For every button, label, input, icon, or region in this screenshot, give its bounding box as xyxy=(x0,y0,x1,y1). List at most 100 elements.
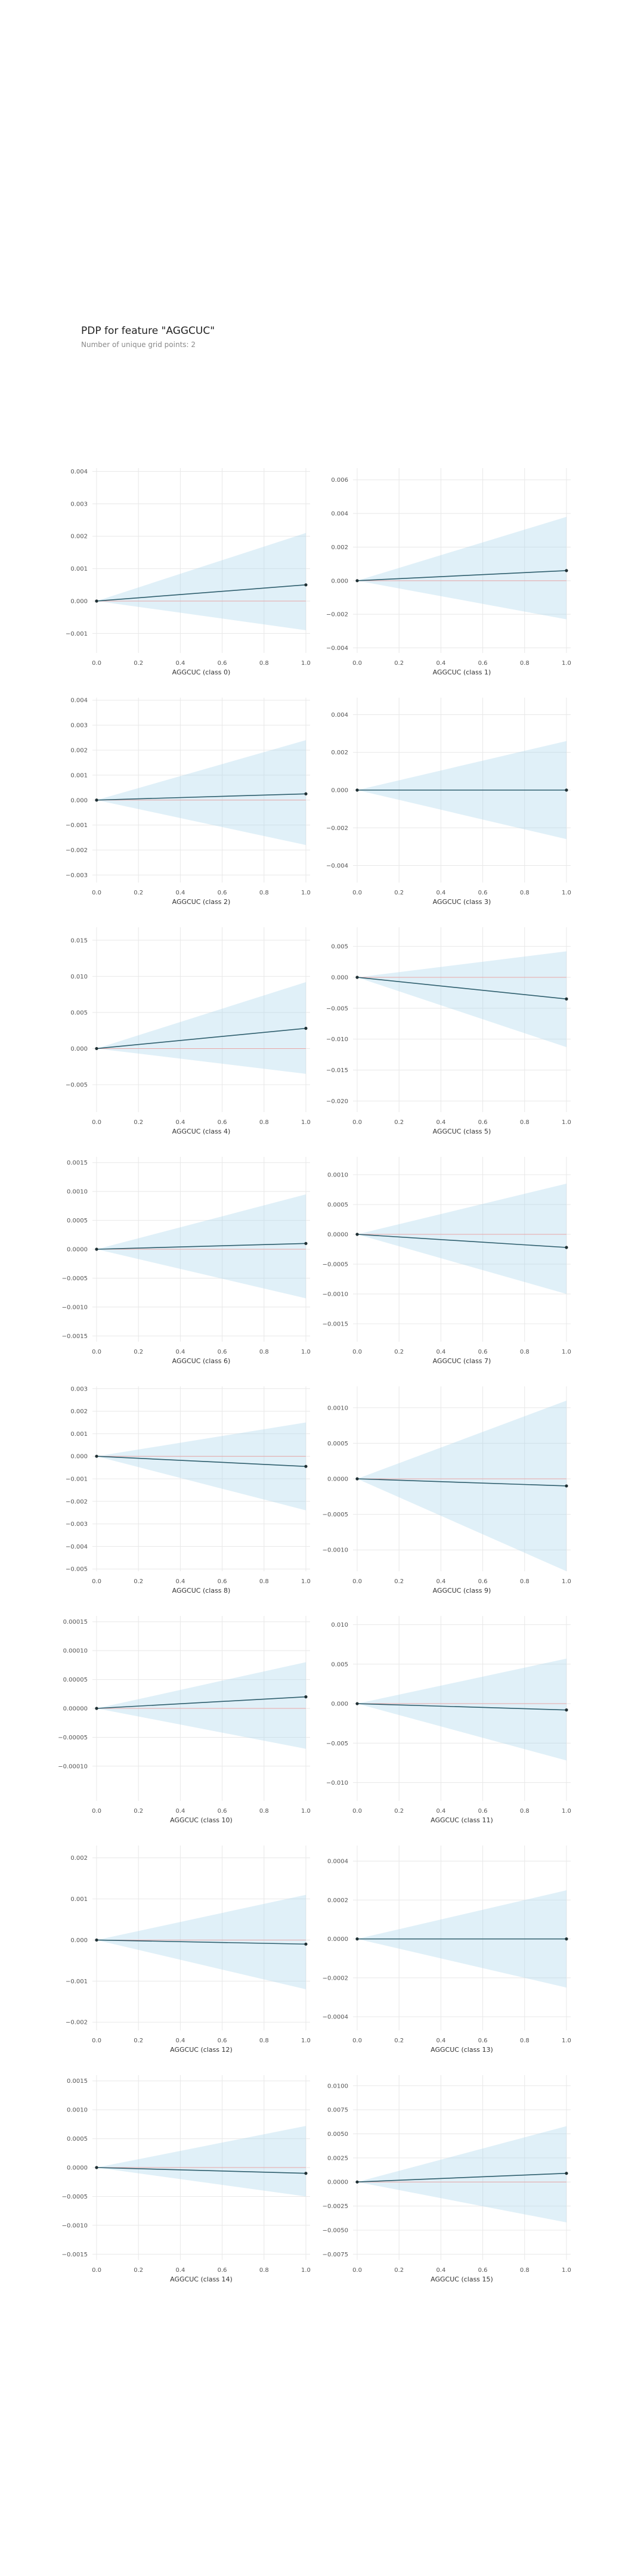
y-tick-label: 0.004 xyxy=(70,469,88,475)
confidence-band xyxy=(357,516,566,620)
y-tick-label: 0.002 xyxy=(70,1408,88,1415)
pdp-line xyxy=(357,1478,567,1487)
y-tick-label: −0.005 xyxy=(326,1741,348,1747)
y-tick-label: 0.0000 xyxy=(67,1247,88,1253)
x-tick-label: 0.0 xyxy=(352,890,362,896)
x-axis-label: AGGCUC (class 4) xyxy=(172,1128,231,1135)
pdp-point xyxy=(304,792,308,795)
x-tick-label: 0.2 xyxy=(134,660,143,667)
x-tick-label: 0.0 xyxy=(92,1808,101,1815)
y-tick-label: −0.0010 xyxy=(323,1547,348,1554)
y-tick-label: 0.000 xyxy=(70,1454,88,1460)
y-tick-label: −0.0015 xyxy=(62,2252,88,2258)
y-tick-label: −0.020 xyxy=(326,1098,348,1105)
y-tick-label: −0.001 xyxy=(66,1979,88,1985)
x-tick-label: 0.6 xyxy=(218,890,227,896)
y-tick-label: −0.002 xyxy=(326,612,348,618)
pdp-line xyxy=(96,1027,306,1049)
x-tick-label: 0.2 xyxy=(134,1808,143,1815)
x-tick-label: 0.2 xyxy=(134,1578,143,1585)
x-tick-label: 0.4 xyxy=(436,2267,445,2274)
x-tick-label: 0.6 xyxy=(218,1349,227,1355)
pdp-point xyxy=(565,2172,568,2175)
y-tick-label: 0.000 xyxy=(70,1046,88,1052)
x-tick-label: 0.8 xyxy=(520,2038,530,2044)
grid xyxy=(92,927,310,1112)
x-axis-label: AGGCUC (class 9) xyxy=(433,1587,491,1594)
y-tick-label: 0.0005 xyxy=(67,2136,88,2142)
pdp-chart-9: 0.0010 0.0005 0.0000 −0.0005 −0.0010 0.0 0.2 0.… xyxy=(323,1386,571,1594)
pdp-point xyxy=(565,788,568,792)
x-tick-label: 0.8 xyxy=(520,2267,530,2274)
y-tick-label: 0.00000 xyxy=(63,1706,88,1713)
x-tick-label: 0.2 xyxy=(394,890,404,896)
y-tick-label: 0.005 xyxy=(331,1661,348,1668)
pdp-line xyxy=(97,1939,306,1945)
pdp-line xyxy=(357,1234,567,1248)
x-tick-label: 0.4 xyxy=(175,2267,185,2274)
x-tick-label: 0.4 xyxy=(175,1119,185,1126)
x-tick-label: 0.6 xyxy=(478,2267,488,2274)
x-tick-label: 0.6 xyxy=(218,2267,227,2274)
y-tick-label: 0.0000 xyxy=(327,1936,348,1943)
pdp-point xyxy=(355,788,359,792)
x-tick-label: 0.6 xyxy=(218,2038,227,2044)
x-tick-label: 0.6 xyxy=(478,660,488,667)
pdp-point xyxy=(355,1477,359,1481)
x-tick-label: 1.0 xyxy=(562,660,571,667)
pdp-point xyxy=(565,1246,568,1249)
y-tick-label: 0.003 xyxy=(70,723,88,729)
y-tick-label: 0.0000 xyxy=(327,1476,348,1483)
y-tick-label: −0.0010 xyxy=(62,2222,88,2229)
grid xyxy=(92,1616,310,1801)
pdp-point xyxy=(355,579,359,583)
y-tick-label: −0.001 xyxy=(66,1476,88,1483)
x-tick-label: 1.0 xyxy=(301,1578,311,1585)
y-tick-label: −0.004 xyxy=(326,863,348,869)
y-tick-label: 0.0075 xyxy=(327,2107,348,2114)
pdp-point xyxy=(565,1484,568,1488)
y-tick-label: 0.0000 xyxy=(67,2165,88,2172)
y-tick-label: 0.000 xyxy=(331,788,348,794)
y-tick-label: 0.010 xyxy=(331,1622,348,1628)
x-tick-label: 0.2 xyxy=(394,1808,404,1815)
pdp-point xyxy=(304,1241,308,1245)
x-tick-label: 0.2 xyxy=(134,890,143,896)
x-tick-label: 0.4 xyxy=(175,1349,185,1355)
x-tick-label: 0.4 xyxy=(175,660,185,667)
y-tick-label: 0.0010 xyxy=(327,1405,348,1411)
y-tick-label: −0.0050 xyxy=(323,2227,348,2234)
pdp-line xyxy=(96,1696,306,1709)
x-tick-label: 0.8 xyxy=(259,1119,269,1126)
x-tick-label: 0.0 xyxy=(352,1808,362,1815)
y-tick-label: −0.005 xyxy=(326,1005,348,1012)
pdp-line xyxy=(357,570,567,581)
pdp-chart-13: 0.0004 0.0002 0.0000 −0.0002 −0.0004 0.0 0.2 0.… xyxy=(323,1846,571,2054)
pdp-line xyxy=(96,1456,306,1467)
x-tick-label: 0.4 xyxy=(436,660,445,667)
x-axis-label: AGGCUC (class 14) xyxy=(170,2275,233,2283)
x-tick-label: 0.4 xyxy=(436,1119,445,1126)
y-tick-label: 0.0015 xyxy=(67,1160,88,1166)
pdp-point xyxy=(304,583,308,587)
y-tick-label: 0.0004 xyxy=(327,1859,348,1865)
x-tick-label: 0.2 xyxy=(134,1349,143,1355)
pdp-chart-15: 0.0100 0.0075 0.0050 0.0025 0.0000 −0.0025 −0.… xyxy=(323,2075,571,2283)
y-tick-label: −0.002 xyxy=(66,847,88,854)
x-tick-label: 0.4 xyxy=(436,1808,445,1815)
y-tick-label: 0.002 xyxy=(331,750,348,756)
y-tick-label: 0.00010 xyxy=(63,1648,88,1655)
y-tick-label: 0.0010 xyxy=(67,1189,88,1196)
confidence-band xyxy=(357,951,566,1048)
x-axis-label: AGGCUC (class 10) xyxy=(170,1816,233,1824)
x-tick-label: 0.2 xyxy=(394,2038,404,2044)
y-tick-label: 0.002 xyxy=(331,544,348,551)
y-tick-label: −0.0075 xyxy=(323,2252,348,2258)
y-tick-label: −0.015 xyxy=(326,1067,348,1074)
y-tick-label: −0.0015 xyxy=(62,1333,88,1340)
x-axis-label: AGGCUC (class 6) xyxy=(172,1357,231,1365)
pdp-chart-4: 0.015 0.010 0.005 0.000 −0.005 0.0 0.2 0.4 0.6 0.… xyxy=(66,927,311,1135)
y-tick-label: −0.002 xyxy=(66,1498,88,1505)
y-tick-label: 0.0015 xyxy=(67,2078,88,2085)
x-tick-label: 1.0 xyxy=(562,890,571,896)
